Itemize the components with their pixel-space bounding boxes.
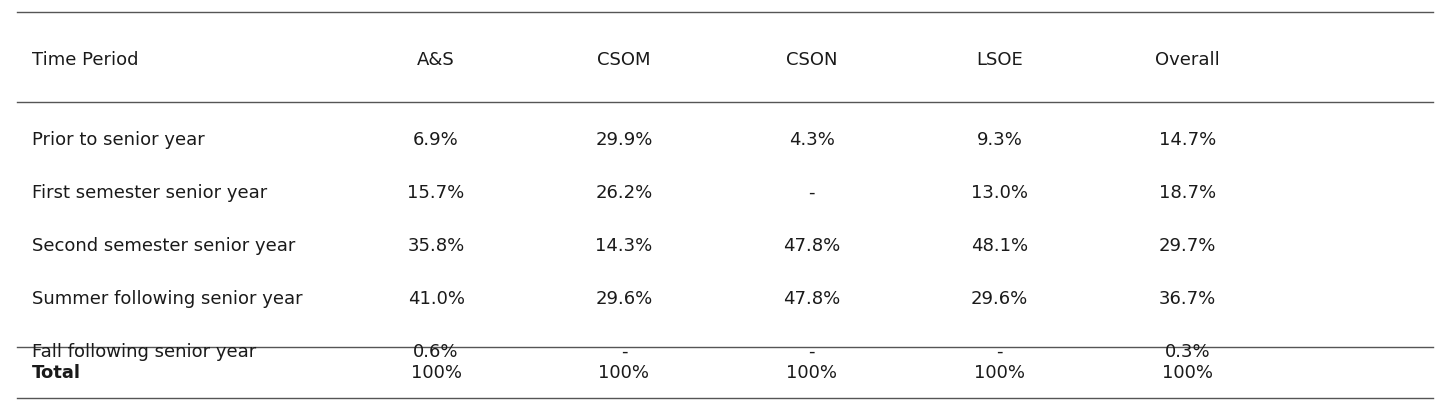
Text: Fall following senior year: Fall following senior year bbox=[32, 342, 255, 360]
Text: -: - bbox=[621, 342, 628, 360]
Text: 4.3%: 4.3% bbox=[789, 130, 835, 148]
Text: Time Period: Time Period bbox=[32, 51, 138, 69]
Text: A&S: A&S bbox=[418, 51, 455, 69]
Text: 47.8%: 47.8% bbox=[783, 236, 841, 254]
Text: 18.7%: 18.7% bbox=[1159, 183, 1215, 201]
Text: First semester senior year: First semester senior year bbox=[32, 183, 267, 201]
Text: 35.8%: 35.8% bbox=[407, 236, 465, 254]
Text: -: - bbox=[996, 342, 1003, 360]
Text: -: - bbox=[809, 342, 815, 360]
Text: 14.7%: 14.7% bbox=[1159, 130, 1217, 148]
Text: 9.3%: 9.3% bbox=[976, 130, 1022, 148]
Text: Prior to senior year: Prior to senior year bbox=[32, 130, 204, 148]
Text: 36.7%: 36.7% bbox=[1159, 289, 1217, 307]
Text: 13.0%: 13.0% bbox=[972, 183, 1028, 201]
Text: 29.7%: 29.7% bbox=[1159, 236, 1217, 254]
Text: LSOE: LSOE bbox=[976, 51, 1022, 69]
Text: 29.6%: 29.6% bbox=[596, 289, 652, 307]
Text: 47.8%: 47.8% bbox=[783, 289, 841, 307]
Text: 0.3%: 0.3% bbox=[1164, 342, 1211, 360]
Text: 100%: 100% bbox=[410, 363, 461, 382]
Text: 0.6%: 0.6% bbox=[413, 342, 458, 360]
Text: CSON: CSON bbox=[786, 51, 838, 69]
Text: Second semester senior year: Second semester senior year bbox=[32, 236, 294, 254]
Text: 14.3%: 14.3% bbox=[596, 236, 652, 254]
Text: 41.0%: 41.0% bbox=[407, 289, 464, 307]
Text: 100%: 100% bbox=[1161, 363, 1212, 382]
Text: -: - bbox=[809, 183, 815, 201]
Text: 29.9%: 29.9% bbox=[594, 130, 652, 148]
Text: 100%: 100% bbox=[974, 363, 1025, 382]
Text: 6.9%: 6.9% bbox=[413, 130, 460, 148]
Text: Summer following senior year: Summer following senior year bbox=[32, 289, 302, 307]
Text: Total: Total bbox=[32, 363, 81, 382]
Text: Overall: Overall bbox=[1154, 51, 1219, 69]
Text: 100%: 100% bbox=[599, 363, 650, 382]
Text: 29.6%: 29.6% bbox=[972, 289, 1028, 307]
Text: 100%: 100% bbox=[786, 363, 837, 382]
Text: 48.1%: 48.1% bbox=[972, 236, 1028, 254]
Text: 26.2%: 26.2% bbox=[596, 183, 652, 201]
Text: CSOM: CSOM bbox=[597, 51, 651, 69]
Text: 15.7%: 15.7% bbox=[407, 183, 465, 201]
